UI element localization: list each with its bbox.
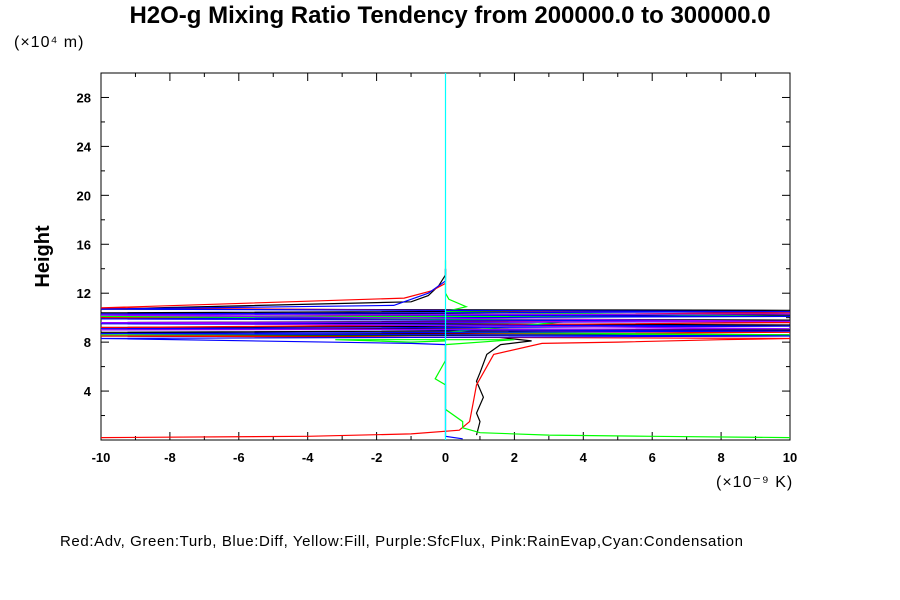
x-tick-label: 8 bbox=[717, 450, 724, 465]
x-tick-label: 4 bbox=[580, 450, 588, 465]
x-tick-label: 2 bbox=[511, 450, 518, 465]
series-lines bbox=[100, 73, 791, 440]
chart-title: H2O-g Mixing Ratio Tendency from 200000.… bbox=[129, 2, 771, 29]
y-tick-label: 24 bbox=[77, 139, 92, 154]
y-axis-scale-label: (×10⁴ m) bbox=[14, 34, 85, 51]
x-tick-label: -8 bbox=[164, 450, 176, 465]
x-tick-label: -4 bbox=[302, 450, 314, 465]
legend-text: Red:Adv, Green:Turb, Blue:Diff, Yellow:F… bbox=[60, 533, 744, 550]
y-tick-labels: 4 8 12 16 20 24 28 bbox=[77, 90, 92, 399]
y-tick-label: 8 bbox=[84, 335, 91, 350]
x-tick-label: 10 bbox=[783, 450, 797, 465]
x-tick-label: -2 bbox=[371, 450, 383, 465]
y-tick-label: 20 bbox=[77, 188, 91, 203]
series-line-turb bbox=[100, 260, 791, 439]
x-tick-label: -6 bbox=[233, 450, 245, 465]
x-tick-labels: -10 -8 -6 -4 -2 0 2 4 6 8 10 bbox=[92, 450, 798, 465]
y-tick-label: 28 bbox=[77, 90, 91, 105]
y-tick-label: 4 bbox=[84, 384, 92, 399]
x-tick-label: -10 bbox=[92, 450, 111, 465]
x-tick-label: 0 bbox=[442, 450, 449, 465]
y-tick-label: 16 bbox=[77, 237, 91, 252]
y-tick-label: 12 bbox=[77, 286, 91, 301]
y-axis-title: Height bbox=[32, 225, 54, 288]
x-tick-label: 6 bbox=[649, 450, 656, 465]
x-axis-scale-label: (×10⁻⁹ K) bbox=[716, 474, 794, 491]
series-line-total bbox=[100, 268, 791, 436]
